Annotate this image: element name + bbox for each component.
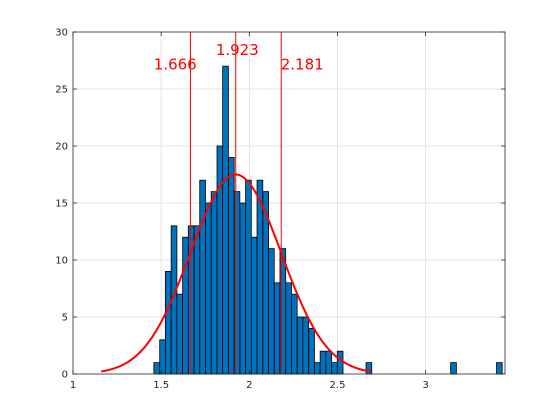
y-tick-label: 30 xyxy=(55,28,68,39)
histogram-bar xyxy=(216,145,224,375)
stat-line-label: 1.923 xyxy=(216,41,259,59)
y-tick-label: 5 xyxy=(62,313,68,324)
axis-ticks xyxy=(72,31,505,375)
histogram-bar xyxy=(245,179,252,375)
histogram-bar xyxy=(153,362,161,375)
histogram-bar xyxy=(159,339,166,375)
stat-line-label: 2.181 xyxy=(281,56,324,74)
histogram-bar xyxy=(331,362,338,375)
y-tick-label: 25 xyxy=(55,85,68,96)
x-tick-label: 2 xyxy=(246,380,252,391)
histogram-bar xyxy=(205,202,212,375)
histogram-bar xyxy=(199,179,206,375)
histogram-bar xyxy=(273,282,281,375)
histogram-bar xyxy=(239,202,247,375)
histogram-bar xyxy=(325,350,332,375)
histogram-bar xyxy=(450,362,457,375)
x-tick-label: 1.5 xyxy=(153,380,169,391)
histogram-bar xyxy=(296,316,304,375)
grid-lines xyxy=(73,32,505,374)
stat-line-labels: 1.666 1.923 2.181 xyxy=(154,41,324,74)
x-tick-label: 2.5 xyxy=(330,380,346,391)
histogram-bar xyxy=(228,156,235,375)
y-tick-label: 20 xyxy=(55,142,68,153)
y-tick-label: 15 xyxy=(55,199,68,210)
histogram-bar xyxy=(233,191,241,375)
histogram-bars xyxy=(153,65,503,375)
histogram-bar xyxy=(365,362,373,375)
y-tick-label: 10 xyxy=(55,256,68,267)
histogram-bar xyxy=(302,316,310,375)
x-tick-label: 3 xyxy=(422,380,428,391)
y-tick-label: 0 xyxy=(62,370,68,381)
y-axis-tick-labels: 0 5 10 15 20 25 30 xyxy=(55,28,68,381)
x-axis-tick-labels: 1 1.5 2 2.5 3 xyxy=(70,380,429,391)
histogram-bar xyxy=(193,225,201,375)
histogram-bar xyxy=(210,191,218,375)
histogram-bar xyxy=(313,362,321,375)
histogram-bar xyxy=(336,350,344,375)
histogram-bar xyxy=(285,282,292,375)
histogram-bar xyxy=(496,362,503,375)
x-tick-label: 1 xyxy=(70,380,76,391)
stat-lines xyxy=(189,32,282,374)
histogram-bar xyxy=(268,248,275,375)
histogram-bar xyxy=(256,179,264,375)
histogram-bar xyxy=(250,236,258,375)
histogram-bar xyxy=(222,65,229,375)
histogram-bar xyxy=(308,327,315,375)
histogram-bar xyxy=(291,293,298,375)
histogram-bar xyxy=(164,270,172,375)
histogram-bar xyxy=(176,293,183,375)
stat-line-label: 1.666 xyxy=(154,56,197,74)
histogram-bar xyxy=(319,350,327,375)
